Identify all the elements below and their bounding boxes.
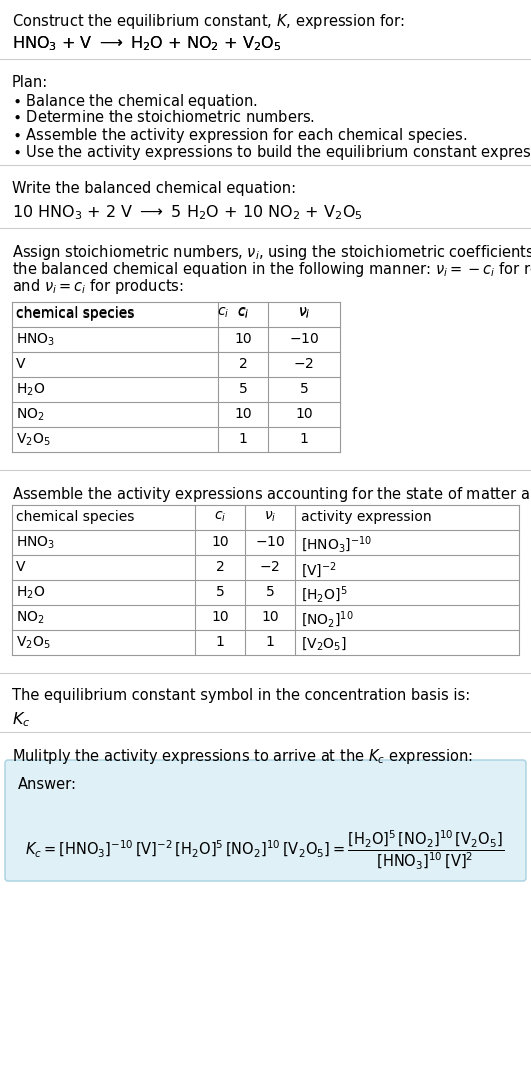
Text: $\bullet$ Assemble the activity expression for each chemical species.: $\bullet$ Assemble the activity expressi… (12, 126, 467, 146)
Text: $\mathrm{V_2O_5}$: $\mathrm{V_2O_5}$ (16, 635, 50, 652)
Text: $\mathrm{HNO_3}$: $\mathrm{HNO_3}$ (16, 332, 55, 349)
Text: 10: 10 (211, 610, 229, 624)
Text: $[\mathrm{V}]^{-2}$: $[\mathrm{V}]^{-2}$ (301, 560, 337, 580)
Text: $\mathrm{H_2O}$: $\mathrm{H_2O}$ (16, 382, 45, 398)
Text: chemical species: chemical species (16, 307, 134, 321)
Text: $c_i$: $c_i$ (237, 306, 249, 320)
Text: 10: 10 (211, 535, 229, 549)
Text: chemical species: chemical species (16, 510, 134, 524)
Text: $-10$: $-10$ (255, 535, 285, 549)
Text: the balanced chemical equation in the following manner: $\nu_i = -c_i$ for react: the balanced chemical equation in the fo… (12, 260, 531, 279)
Text: $\mathrm{NO_2}$: $\mathrm{NO_2}$ (16, 407, 45, 424)
Text: $\mathrm{NO_2}$: $\mathrm{NO_2}$ (16, 610, 45, 626)
Text: 2: 2 (216, 560, 225, 574)
Text: $-10$: $-10$ (289, 332, 319, 346)
Text: $K_c$: $K_c$ (12, 710, 30, 729)
Text: $\mathrm{H_2O}$: $\mathrm{H_2O}$ (16, 585, 45, 601)
Text: $[\mathrm{V_2O_5}]$: $[\mathrm{V_2O_5}]$ (301, 635, 347, 652)
Text: 5: 5 (299, 382, 309, 396)
Text: 5: 5 (216, 585, 225, 599)
Text: Write the balanced chemical equation:: Write the balanced chemical equation: (12, 181, 296, 196)
Text: $[\mathrm{HNO_3}]^{-10}$: $[\mathrm{HNO_3}]^{-10}$ (301, 535, 372, 555)
Text: 5: 5 (266, 585, 275, 599)
Text: 5: 5 (238, 382, 247, 396)
Text: $\mathrm{HNO_3}$ + V $\longrightarrow$ $\mathrm{H_2O}$ + $\mathrm{NO_2}$ + $\mat: $\mathrm{HNO_3}$ + V $\longrightarrow$ $… (12, 34, 281, 52)
Text: $c_i$: $c_i$ (237, 307, 249, 321)
Text: 10: 10 (261, 610, 279, 624)
Text: $\bullet$ Use the activity expressions to build the equilibrium constant express: $\bullet$ Use the activity expressions t… (12, 143, 531, 162)
Text: Assemble the activity expressions accounting for the state of matter and $\nu_i$: Assemble the activity expressions accoun… (12, 485, 531, 504)
Text: $\mathrm{HNO_3}$: $\mathrm{HNO_3}$ (16, 535, 55, 551)
Text: $\nu_i$: $\nu_i$ (264, 510, 276, 524)
Text: 2: 2 (238, 357, 247, 371)
Text: 10 $\mathrm{HNO_3}$ + 2 V $\longrightarrow$ 5 $\mathrm{H_2O}$ + 10 $\mathrm{NO_2: 10 $\mathrm{HNO_3}$ + 2 V $\longrightarr… (12, 203, 363, 221)
Text: V: V (16, 357, 25, 371)
Text: 1: 1 (216, 635, 225, 649)
Text: Assign stoichiometric numbers, $\nu_i$, using the stoichiometric coefficients, $: Assign stoichiometric numbers, $\nu_i$, … (12, 243, 531, 262)
Text: $\bullet$ Balance the chemical equation.: $\bullet$ Balance the chemical equation. (12, 92, 258, 111)
Text: activity expression: activity expression (301, 510, 432, 524)
Text: V: V (16, 560, 25, 574)
Text: $[\mathrm{H_2O}]^5$: $[\mathrm{H_2O}]^5$ (301, 585, 347, 606)
Text: Construct the equilibrium constant, $K$, expression for:: Construct the equilibrium constant, $K$,… (12, 12, 405, 31)
Text: $-2$: $-2$ (294, 357, 314, 371)
Text: Mulitply the activity expressions to arrive at the $K_c$ expression:: Mulitply the activity expressions to arr… (12, 747, 473, 766)
Text: 10: 10 (295, 407, 313, 421)
Text: $-2$: $-2$ (260, 560, 280, 574)
Text: $c_i$: $c_i$ (214, 510, 226, 524)
Text: $\mathrm{V_2O_5}$: $\mathrm{V_2O_5}$ (16, 432, 50, 448)
Text: $K_c = [\mathrm{HNO_3}]^{-10}\,[\mathrm{V}]^{-2}\,[\mathrm{H_2O}]^5\,[\mathrm{NO: $K_c = [\mathrm{HNO_3}]^{-10}\,[\mathrm{… (25, 829, 504, 872)
Text: $\mathrm{HNO_3}$ + V $\longrightarrow$ $\mathrm{H_2O}$ + $\mathrm{NO_2}$ + $\mat: $\mathrm{HNO_3}$ + V $\longrightarrow$ $… (12, 34, 281, 52)
Text: chemical species: chemical species (16, 306, 134, 320)
Text: 1: 1 (299, 432, 309, 446)
Text: $[\mathrm{NO_2}]^{10}$: $[\mathrm{NO_2}]^{10}$ (301, 610, 354, 630)
FancyBboxPatch shape (5, 760, 526, 881)
Text: and $\nu_i = c_i$ for products:: and $\nu_i = c_i$ for products: (12, 277, 184, 296)
Text: Answer:: Answer: (18, 777, 77, 792)
Text: The equilibrium constant symbol in the concentration basis is:: The equilibrium constant symbol in the c… (12, 688, 470, 703)
Text: $\nu_i$: $\nu_i$ (298, 306, 310, 320)
Text: $\bullet$ Determine the stoichiometric numbers.: $\bullet$ Determine the stoichiometric n… (12, 109, 315, 125)
Text: Plan:: Plan: (12, 75, 48, 90)
Text: 1: 1 (266, 635, 275, 649)
Text: 10: 10 (234, 332, 252, 346)
Text: 10: 10 (234, 407, 252, 421)
Text: $c_i$: $c_i$ (217, 306, 229, 320)
Text: $\nu_i$: $\nu_i$ (298, 307, 310, 321)
Text: 1: 1 (238, 432, 247, 446)
